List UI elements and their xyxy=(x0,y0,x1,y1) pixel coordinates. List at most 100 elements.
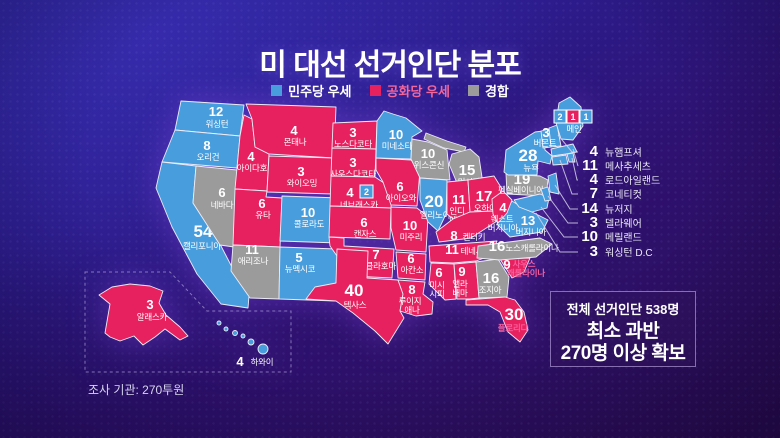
svg-text:오리건: 오리건 xyxy=(197,152,220,162)
svg-text:일리노이: 일리노이 xyxy=(420,210,450,220)
svg-text:버지니아: 버지니아 xyxy=(516,227,547,237)
state-virginia: 13 버지니아 xyxy=(496,200,549,238)
svg-text:4: 4 xyxy=(499,200,507,215)
inset-outline xyxy=(84,271,292,373)
svg-text:사우스: 사우스 xyxy=(513,259,536,269)
svg-text:4: 4 xyxy=(346,185,354,200)
state-utah: 6 유타 xyxy=(232,188,283,248)
inset-hawaii: 4 하와이 xyxy=(216,320,274,369)
svg-text:조지아: 조지아 xyxy=(479,285,502,295)
svg-text:10: 10 xyxy=(389,127,403,142)
svg-text:3: 3 xyxy=(542,125,549,140)
legend-item-tossup: 경합 xyxy=(467,81,509,100)
svg-text:네바다: 네바다 xyxy=(211,200,234,210)
svg-text:캘리포니아: 캘리포니아 xyxy=(183,241,221,251)
svg-text:오하이오: 오하이오 xyxy=(474,203,505,213)
svg-text:10: 10 xyxy=(301,205,315,220)
state-north-carolina: 16 노스캐롤라이나 xyxy=(476,237,559,261)
svg-text:3: 3 xyxy=(146,297,153,312)
svg-text:오클라호마: 오클라호마 xyxy=(358,261,396,271)
total-electors-text: 전체 선거인단 538명 xyxy=(566,302,680,317)
callout-new-jersey: 14 뉴저지 xyxy=(581,200,633,217)
svg-text:9: 9 xyxy=(458,264,465,279)
dem-swatch-icon xyxy=(271,85,283,96)
callout-connecticut: 7 코네티컷 xyxy=(589,185,642,202)
svg-text:6: 6 xyxy=(396,179,403,194)
svg-text:6: 6 xyxy=(407,251,414,266)
svg-text:2: 2 xyxy=(557,112,562,122)
svg-text:11: 11 xyxy=(245,242,259,257)
svg-text:네브래스카: 네브래스카 xyxy=(340,200,378,210)
state-maryland xyxy=(513,193,550,213)
svg-text:켄터키: 켄터키 xyxy=(463,232,486,242)
callout-delaware: 3 델라웨어 xyxy=(589,214,642,231)
svg-text:캔자스: 캔자스 xyxy=(354,229,377,239)
svg-text:30: 30 xyxy=(505,305,524,324)
svg-text:7: 7 xyxy=(372,247,379,262)
svg-text:노스캐롤라이나: 노스캐롤라이나 xyxy=(505,243,559,253)
source-credit: 조사 기관: 270투원 xyxy=(88,383,185,397)
svg-text:와이오밍: 와이오밍 xyxy=(287,178,317,188)
svg-text:알래스카: 알래스카 xyxy=(137,312,168,322)
svg-text:13: 13 xyxy=(521,213,535,228)
svg-text:8: 8 xyxy=(450,228,457,243)
state-minnesota: 10 미네소타 xyxy=(375,110,423,160)
svg-text:15: 15 xyxy=(459,162,476,179)
svg-text:루이지: 루이지 xyxy=(399,296,422,306)
svg-text:1: 1 xyxy=(570,112,575,122)
svg-text:17: 17 xyxy=(476,188,493,205)
svg-text:6: 6 xyxy=(435,265,442,280)
svg-text:웨스트: 웨스트 xyxy=(491,214,514,224)
svg-text:사우스다코타: 사우스다코타 xyxy=(330,169,376,179)
maine-district-box-2 xyxy=(566,109,580,124)
svg-text:애리조나: 애리조나 xyxy=(238,256,269,266)
state-maine: 메인 2 1 1 xyxy=(553,96,593,141)
svg-text:워싱턴: 워싱턴 xyxy=(206,119,229,129)
svg-text:6: 6 xyxy=(360,215,367,230)
inset-alaska: 3 알래스카 xyxy=(98,283,189,346)
svg-text:유타: 유타 xyxy=(255,210,271,220)
svg-text:40: 40 xyxy=(345,281,364,300)
state-west-virginia: 4 웨스트 버지니아 xyxy=(488,190,519,233)
svg-text:16: 16 xyxy=(483,270,500,287)
svg-text:시피: 시피 xyxy=(429,289,444,299)
callout-new-hampshire: 4 뉴햄프셔 xyxy=(589,143,642,160)
state-montana: 4 몬태나 xyxy=(245,103,337,159)
svg-text:아칸소: 아칸소 xyxy=(401,265,424,275)
svg-text:10: 10 xyxy=(403,218,417,233)
maine-district-box-1 xyxy=(553,109,567,124)
callout-washington-dc: 3 워싱턴 D.C xyxy=(589,243,653,260)
svg-text:1: 1 xyxy=(583,112,588,122)
legend-item-dem: 민주당 우세 xyxy=(271,81,352,100)
state-texas: 40 텍사스 xyxy=(305,248,405,345)
callout-massachusetts: 11 메사추세츠 xyxy=(582,157,651,174)
state-arizona: 11 애리조나 xyxy=(230,242,281,300)
svg-text:위스콘신: 위스콘신 xyxy=(414,160,444,170)
svg-text:콜로라도: 콜로라도 xyxy=(294,219,325,229)
state-arkansas: 6 아칸소 xyxy=(395,251,427,281)
rep-legend-label: 공화당 우세 xyxy=(386,84,450,99)
state-louisiana: 8 루이지 애나 xyxy=(397,279,434,317)
svg-text:4: 4 xyxy=(236,354,244,369)
svg-text:4: 4 xyxy=(247,149,255,164)
state-south-carolina: 9 사우스 캐롤라이나 xyxy=(499,257,546,279)
state-wyoming: 3 와이오밍 xyxy=(266,155,335,195)
callout-rhode-island: 4 로드아일랜드 xyxy=(589,171,661,188)
svg-text:8: 8 xyxy=(203,138,210,153)
state-georgia: 16 조지아 xyxy=(475,258,510,299)
svg-text:미시: 미시 xyxy=(429,280,444,290)
svg-text:11: 11 xyxy=(445,242,459,257)
svg-text:28: 28 xyxy=(519,146,538,165)
state-missouri: 10 미주리 xyxy=(390,206,429,253)
state-mississippi: 6 미시 시피 xyxy=(428,262,457,301)
svg-text:6: 6 xyxy=(258,196,265,211)
state-illinois: 20 일리노이 xyxy=(419,177,450,232)
svg-text:9: 9 xyxy=(503,257,510,272)
svg-text:플로리다: 플로리다 xyxy=(498,323,529,333)
svg-text:텍사스: 텍사스 xyxy=(344,300,367,310)
svg-text:3: 3 xyxy=(349,155,356,170)
svg-text:미주리: 미주리 xyxy=(400,232,423,242)
state-oregon: 8 오리건 xyxy=(161,129,241,169)
majority-info-box: 전체 선거인단 538명 최소 과반 270명 이상 확보 xyxy=(550,291,696,367)
